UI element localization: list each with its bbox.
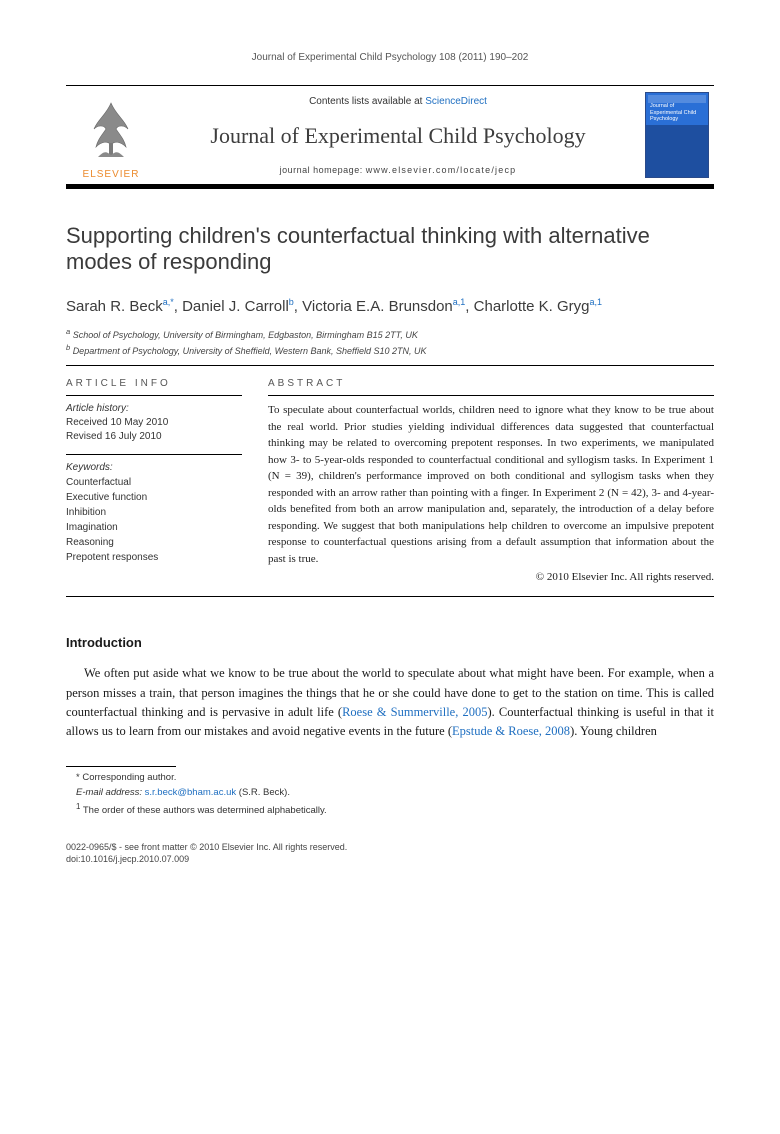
email-attribution: (S.R. Beck).: [239, 787, 290, 798]
intro-p1-post: ). Young children: [570, 724, 657, 738]
article-title: Supporting children's counterfactual thi…: [66, 223, 714, 276]
info-subrule-1: [66, 395, 242, 396]
author-list: Sarah R. Becka,*, Daniel J. Carrollb, Vi…: [66, 296, 714, 317]
received-date: Received 10 May 2010: [66, 416, 242, 430]
keyword-5: Prepotent responses: [66, 551, 242, 565]
front-matter-line: 0022-0965/$ - see front matter © 2010 El…: [66, 841, 714, 854]
homepage-url[interactable]: www.elsevier.com/locate/jecp: [366, 165, 517, 175]
author-2: Victoria E.A. Brunsdon: [302, 298, 453, 315]
author-email[interactable]: s.r.beck@bham.ac.uk: [145, 787, 237, 798]
author-1-marks: b: [289, 297, 294, 307]
footnote-1-mark: 1: [76, 802, 80, 811]
homepage-prefix: journal homepage:: [280, 165, 366, 175]
elsevier-tree-icon: [76, 95, 146, 165]
author-0: Sarah R. Beck: [66, 298, 163, 315]
author-3-marks: a,1: [590, 297, 603, 307]
keyword-0: Counterfactual: [66, 476, 242, 490]
citation-roese-2005[interactable]: Roese & Summerville, 2005: [342, 705, 487, 719]
page-tail: 0022-0965/$ - see front matter © 2010 El…: [66, 841, 714, 866]
abstract-copyright: © 2010 Elsevier Inc. All rights reserved…: [268, 569, 714, 586]
author-1: Daniel J. Carroll: [182, 298, 289, 315]
email-footnote: E-mail address: s.r.beck@bham.ac.uk (S.R…: [66, 786, 714, 800]
keywords-label: Keywords:: [66, 461, 242, 475]
aff-mark-a: a: [66, 327, 70, 336]
footnote-rule: [66, 766, 176, 767]
contents-prefix: Contents lists available at: [309, 96, 425, 107]
abstract-text: To speculate about counterfactual worlds…: [268, 402, 714, 567]
corresponding-author-note: * Corresponding author.: [66, 771, 714, 785]
sciencedirect-link[interactable]: ScienceDirect: [425, 96, 487, 107]
intro-paragraph-1: We often put aside what we know to be tr…: [66, 664, 714, 742]
journal-name: Journal of Experimental Child Psychology: [162, 123, 634, 148]
keywords-block: Keywords: Counterfactual Executive funct…: [66, 461, 242, 565]
citation-epstude-2008[interactable]: Epstude & Roese, 2008: [452, 724, 570, 738]
footnote-1: 1 The order of these authors was determi…: [66, 801, 714, 818]
keyword-2: Inhibition: [66, 506, 242, 520]
page: Journal of Experimental Child Psychology…: [0, 0, 780, 906]
revised-date: Revised 16 July 2010: [66, 430, 242, 444]
masthead: ELSEVIER Contents lists available at Sci…: [66, 85, 714, 185]
info-bottom-rule: [66, 596, 714, 597]
author-3: Charlotte K. Gryg: [474, 298, 590, 315]
email-label: E-mail address:: [76, 787, 142, 798]
aff-mark-b: b: [66, 343, 70, 352]
introduction-heading: Introduction: [66, 633, 714, 653]
keyword-4: Reasoning: [66, 536, 242, 550]
abstract-heading: abstract: [268, 376, 714, 391]
footnote-1-text: The order of these authors was determine…: [83, 805, 327, 816]
journal-homepage: journal homepage: www.elsevier.com/locat…: [162, 164, 634, 178]
author-2-marks: a,1: [453, 297, 466, 307]
aff-text-a: School of Psychology, University of Birm…: [73, 330, 418, 340]
footnotes: * Corresponding author. E-mail address: …: [66, 771, 714, 819]
keyword-3: Imagination: [66, 521, 242, 535]
article-history: Article history: Received 10 May 2010 Re…: [66, 402, 242, 444]
aff-text-b: Department of Psychology, University of …: [73, 346, 427, 356]
publisher-logo-block: ELSEVIER: [66, 86, 156, 184]
contents-available-line: Contents lists available at ScienceDirec…: [162, 94, 634, 109]
masthead-center: Contents lists available at ScienceDirec…: [156, 86, 640, 184]
info-abstract-row: article info Article history: Received 1…: [66, 366, 714, 586]
article-info-heading: article info: [66, 376, 242, 391]
journal-cover-thumb: Journal of Experimental Child Psychology: [645, 92, 709, 178]
affiliation-b: b Department of Psychology, University o…: [66, 343, 714, 358]
history-label: Article history:: [66, 402, 242, 416]
abstract-subrule: [268, 395, 714, 396]
info-subrule-2: [66, 454, 242, 455]
author-0-marks: a,*: [163, 297, 174, 307]
affiliations: a School of Psychology, University of Bi…: [66, 327, 714, 357]
cover-thumb-wrap: Journal of Experimental Child Psychology: [640, 86, 714, 184]
masthead-bottom-rule: [66, 185, 714, 189]
doi-line: doi:10.1016/j.jecp.2010.07.009: [66, 853, 714, 866]
cover-title-text: Journal of Experimental Child Psychology: [650, 103, 704, 123]
abstract-column: abstract To speculate about counterfactu…: [268, 366, 714, 586]
keyword-1: Executive function: [66, 491, 242, 505]
affiliation-a: a School of Psychology, University of Bi…: [66, 327, 714, 342]
article-info-column: article info Article history: Received 1…: [66, 366, 242, 586]
running-head: Journal of Experimental Child Psychology…: [66, 50, 714, 65]
publisher-label: ELSEVIER: [83, 167, 140, 182]
